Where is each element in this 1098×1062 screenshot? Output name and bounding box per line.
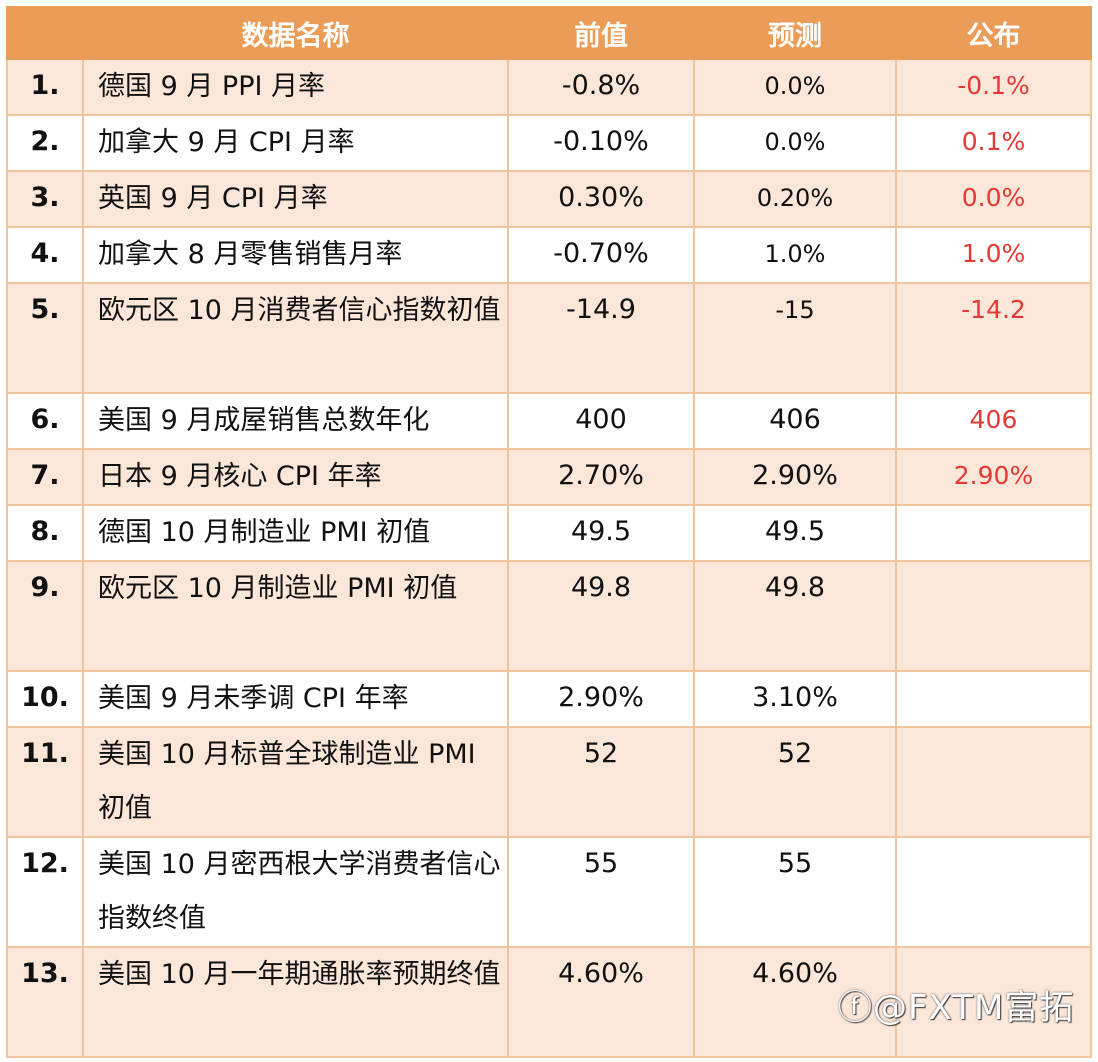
header-prev: 前值 <box>507 6 695 60</box>
cell-prev: 0.30% <box>507 170 695 228</box>
cell-prev: -0.8% <box>507 58 695 116</box>
cell-num: 10. <box>6 670 84 728</box>
cell-num: 6. <box>6 392 84 450</box>
cell-published: 406 <box>895 392 1092 450</box>
cell-prev: 400 <box>507 392 695 450</box>
cell-prev: -0.70% <box>507 226 695 284</box>
cell-name: 美国 9 月未季调 CPI 年率 <box>82 670 509 728</box>
cell-num: 3. <box>6 170 84 228</box>
cell-published <box>895 504 1092 562</box>
cell-name: 德国 9 月 PPI 月率 <box>82 58 509 116</box>
cell-published <box>895 836 1092 948</box>
weibo-logo-icon: ⓕ <box>838 988 873 1028</box>
cell-num: 7. <box>6 448 84 506</box>
cell-name: 加拿大 9 月 CPI 月率 <box>82 114 509 172</box>
table-row: 12. 美国 10 月密西根大学消费者信心指数终值 55 55 <box>6 836 1092 948</box>
cell-forecast: 406 <box>693 392 897 450</box>
cell-published: -0.1% <box>895 58 1092 116</box>
table-row: 5. 欧元区 10 月消费者信心指数初值 -14.9 -15 -14.2 <box>6 282 1092 394</box>
cell-num: 1. <box>6 58 84 116</box>
header-name: 数据名称 <box>82 6 509 60</box>
cell-name: 德国 10 月制造业 PMI 初值 <box>82 504 509 562</box>
cell-published: 1.0% <box>895 226 1092 284</box>
cell-forecast: 49.5 <box>693 504 897 562</box>
cell-prev: 55 <box>507 836 695 948</box>
cell-name: 英国 9 月 CPI 月率 <box>82 170 509 228</box>
cell-prev: 4.60% <box>507 946 695 1058</box>
table-row: 8. 德国 10 月制造业 PMI 初值 49.5 49.5 <box>6 504 1092 562</box>
cell-published <box>895 946 1092 1058</box>
cell-prev: 49.5 <box>507 504 695 562</box>
table-row: 3. 英国 9 月 CPI 月率 0.30% 0.20% 0.0% <box>6 170 1092 228</box>
cell-num: 9. <box>6 560 84 672</box>
table-row: 4. 加拿大 8 月零售销售月率 -0.70% 1.0% 1.0% <box>6 226 1092 284</box>
cell-num: 11. <box>6 726 84 838</box>
cell-num: 2. <box>6 114 84 172</box>
cell-forecast: 3.10% <box>693 670 897 728</box>
header-published: 公布 <box>895 6 1092 60</box>
cell-forecast: 1.0% <box>693 226 897 284</box>
cell-prev: 2.90% <box>507 670 695 728</box>
cell-published <box>895 726 1092 838</box>
table-row: 7. 日本 9 月核心 CPI 年率 2.70% 2.90% 2.90% <box>6 448 1092 506</box>
header-num <box>6 6 84 60</box>
cell-prev: -0.10% <box>507 114 695 172</box>
cell-forecast: 0.0% <box>693 114 897 172</box>
header-row: 数据名称 前值 预测 公布 <box>6 6 1092 60</box>
cell-name: 美国 10 月一年期通胀率预期终值 <box>82 946 509 1058</box>
cell-published <box>895 670 1092 728</box>
cell-published: 2.90% <box>895 448 1092 506</box>
economic-data-table: 数据名称 前值 预测 公布 1. 德国 9 月 PPI 月率 -0.8% 0.0% -0… <box>6 6 1092 1058</box>
cell-name: 美国 10 月标普全球制造业 PMI 初值 <box>82 726 509 838</box>
cell-forecast: 2.90% <box>693 448 897 506</box>
cell-published <box>895 560 1092 672</box>
table-row: 2. 加拿大 9 月 CPI 月率 -0.10% 0.0% 0.1% <box>6 114 1092 172</box>
table-row: 9. 欧元区 10 月制造业 PMI 初值 49.8 49.8 <box>6 560 1092 672</box>
table-row: 11. 美国 10 月标普全球制造业 PMI 初值 52 52 <box>6 726 1092 838</box>
cell-forecast: 52 <box>693 726 897 838</box>
cell-name: 加拿大 8 月零售销售月率 <box>82 226 509 284</box>
header-forecast: 预测 <box>693 6 897 60</box>
cell-name: 欧元区 10 月制造业 PMI 初值 <box>82 560 509 672</box>
cell-num: 13. <box>6 946 84 1058</box>
cell-prev: 2.70% <box>507 448 695 506</box>
cell-forecast: 49.8 <box>693 560 897 672</box>
cell-forecast: 55 <box>693 836 897 948</box>
cell-num: 5. <box>6 282 84 394</box>
cell-num: 8. <box>6 504 84 562</box>
cell-name: 美国 9 月成屋销售总数年化 <box>82 392 509 450</box>
cell-prev: -14.9 <box>507 282 695 394</box>
cell-published: 0.0% <box>895 170 1092 228</box>
cell-forecast: 0.20% <box>693 170 897 228</box>
watermark: ⓕ@FXTM富拓 <box>838 988 1075 1028</box>
cell-name: 欧元区 10 月消费者信心指数初值 <box>82 282 509 394</box>
cell-name: 美国 10 月密西根大学消费者信心指数终值 <box>82 836 509 948</box>
table-row: 1. 德国 9 月 PPI 月率 -0.8% 0.0% -0.1% <box>6 58 1092 116</box>
cell-published: 0.1% <box>895 114 1092 172</box>
table-row: 6. 美国 9 月成屋销售总数年化 400 406 406 <box>6 392 1092 450</box>
cell-name: 日本 9 月核心 CPI 年率 <box>82 448 509 506</box>
cell-forecast: -15 <box>693 282 897 394</box>
table-row: 10. 美国 9 月未季调 CPI 年率 2.90% 3.10% <box>6 670 1092 728</box>
cell-num: 12. <box>6 836 84 948</box>
cell-num: 4. <box>6 226 84 284</box>
cell-prev: 49.8 <box>507 560 695 672</box>
cell-prev: 52 <box>507 726 695 838</box>
cell-forecast: 0.0% <box>693 58 897 116</box>
cell-published: -14.2 <box>895 282 1092 394</box>
cell-forecast: 4.60% <box>693 946 897 1058</box>
table-row: 13. 美国 10 月一年期通胀率预期终值 4.60% 4.60% <box>6 946 1092 1058</box>
